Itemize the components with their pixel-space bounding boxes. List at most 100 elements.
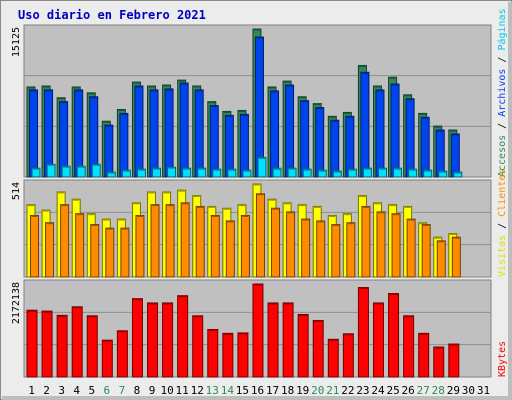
visits-panel-bar-clientes-day-4 [75,213,85,278]
day-label-10: 10 [160,384,173,397]
visits-panel-bar-top-clientes-day-5 [91,224,98,227]
accesses-panel-bar-top-pginas-day-12 [198,168,205,170]
day-label-1: 1 [28,384,35,397]
accesses-panel-bar-top-accesos-day-29 [449,130,456,132]
visits-panel-bar-clientes-day-2 [45,222,55,278]
visits-panel-bar-top-clientes-day-11 [182,202,189,205]
accesses-panel-bar-archivos-day-1 [29,89,38,178]
accesses-panel-bar-top-pginas-day-23 [364,168,371,170]
accesses-panel-bar-top-pginas-day-22 [349,169,356,171]
kbytes-panel-bar-kbytes-day-21 [327,338,339,378]
kbytes-panel-bar-top-kbytes-day-12 [193,315,202,318]
day-label-24: 24 [371,384,385,397]
accesses-panel-bar-archivos-day-19 [300,100,310,178]
accesses-panel-bar-top-accesos-day-24 [374,85,381,88]
accesses-panel-bar-archivos-day-18 [285,84,295,178]
visits-panel-bar-top-visitas-day-28 [434,237,441,239]
visits-panel-bar-clientes-day-10 [165,204,175,278]
kbytes-panel-bar-kbytes-day-10 [162,302,174,378]
visits-panel-bar-clientes-day-27 [421,224,431,278]
accesses-panel-bar-top-pginas-day-10 [168,167,175,169]
accesses-panel-bar-top-pginas-day-9 [153,168,160,170]
visits-panel-bar-top-visitas-day-9 [148,191,155,194]
visits-panel-bar-top-clientes-day-25 [393,213,400,216]
visits-panel-bar-top-clientes-day-2 [46,222,53,225]
accesses-panel-bar-top-pginas-day-3 [63,166,70,168]
visits-panel-bar-top-visitas-day-15 [238,204,245,207]
accesses-panel-bar-top-pginas-day-21 [334,171,341,173]
day-label-22: 22 [341,384,354,397]
kbytes-panel-bar-top-kbytes-day-26 [404,315,413,318]
accesses-panel-bar-top-archivos-day-3 [60,101,67,104]
accesses-panel-bar-top-accesos-day-11 [178,80,185,82]
visits-panel-bar-top-visitas-day-18 [284,202,291,205]
visits-panel-bar-top-visitas-day-3 [58,191,65,194]
day-label-9: 9 [149,384,156,397]
visits-panel-bar-top-visitas-day-21 [329,215,336,217]
visits-panel-bar-top-visitas-day-26 [404,206,411,208]
visits-panel-bar-top-clientes-day-8 [136,215,143,217]
visits-panel-bar-clientes-day-17 [271,207,281,278]
visits-panel-bar-top-visitas-day-22 [344,213,351,216]
chart-title: Uso diario en Febrero 2021 [18,8,206,22]
accesses-panel-bar-top-pginas-day-4 [78,166,85,168]
kbytes-panel-bar-kbytes-day-13 [207,328,219,378]
visits-panel-bar-top-clientes-day-12 [197,206,204,208]
accesses-panel-bar-top-accesos-day-22 [344,112,351,114]
visits-panel-bar-top-clientes-day-1 [31,215,38,217]
kbytes-panel-bar-kbytes-day-7 [116,330,128,378]
legend-visitas: Visitas [497,235,508,277]
accesses-panel-bar-top-accesos-day-8 [133,82,140,84]
accesses-panel-bar-top-pginas-day-1 [33,168,39,170]
accesses-panel-bar-archivos-day-14 [224,114,234,178]
visits-panel-bar-clientes-day-28 [436,240,446,278]
visits-panel-bar-top-visitas-day-24 [374,202,381,205]
accesses-panel-bar-top-pginas-day-11 [183,168,190,170]
visits-panel-scale-label: 514 [11,182,22,200]
accesses-panel-bar-top-pginas-day-27 [424,170,431,172]
kbytes-panel-bar-kbytes-day-3 [56,314,68,378]
kbytes-panel-bar-kbytes-day-27 [418,332,430,378]
day-label-8: 8 [134,384,141,397]
accesses-panel-bar-archivos-day-17 [270,90,280,178]
accesses-panel-bar-top-pginas-day-24 [379,168,386,170]
kbytes-panel-bar-top-kbytes-day-11 [178,295,187,298]
visits-panel-bar-top-clientes-day-21 [332,224,339,227]
visits-panel-bar-clientes-day-1 [30,214,39,278]
kbytes-panel-bar-top-kbytes-day-1 [28,310,36,312]
day-label-21: 21 [326,384,339,397]
visits-panel-bar-clientes-day-8 [135,214,145,278]
visits-panel-bar-top-visitas-day-6 [103,219,110,221]
accesses-panel-bar-top-accesos-day-9 [148,85,155,88]
accesses-panel-bar-archivos-day-20 [315,107,325,178]
visits-panel-bar-top-clientes-day-20 [317,220,324,223]
accesses-panel-bar-top-accesos-day-2 [43,85,50,88]
accesses-panel-bar-top-archivos-day-5 [90,96,97,99]
accesses-panel-bar-archivos-day-26 [405,98,415,178]
accesses-panel-bar-top-archivos-day-15 [241,114,248,116]
kbytes-panel-bar-top-kbytes-day-3 [58,315,67,317]
accesses-panel-bar-archivos-day-4 [74,89,84,178]
visits-panel-bar-top-visitas-day-10 [163,191,170,194]
visits-panel-bar-top-clientes-day-19 [302,219,309,221]
accesses-panel-bar-archivos-day-11 [179,82,189,178]
kbytes-panel-bar-kbytes-day-18 [282,302,294,378]
visits-panel-bar-clientes-day-18 [286,211,296,278]
accesses-panel-bar-top-archivos-day-28 [437,130,444,132]
accesses-panel-bar-top-archivos-day-6 [105,125,112,127]
visits-panel-bar-top-visitas-day-14 [223,208,230,210]
accesses-panel-bar-archivos-day-9 [149,89,159,178]
accesses-panel-bar-top-archivos-day-16 [256,37,263,39]
accesses-panel-bar-pginas-day-5 [91,163,101,178]
kbytes-panel-bar-top-kbytes-day-24 [374,302,383,305]
day-label-29: 29 [447,384,460,397]
accesses-panel-bar-top-archivos-day-26 [407,98,414,101]
kbytes-panel-bar-kbytes-day-15 [237,332,249,378]
accesses-panel-bar-top-accesos-day-3 [58,97,65,100]
kbytes-panel-bar-top-kbytes-day-9 [148,302,157,305]
kbytes-panel-bar-kbytes-day-9 [147,302,159,378]
day-label-27: 27 [417,384,430,397]
legend-group: Visitas / Clientes [497,169,508,277]
visits-panel-bar-top-clientes-day-14 [227,220,234,223]
day-label-4: 4 [73,384,80,397]
